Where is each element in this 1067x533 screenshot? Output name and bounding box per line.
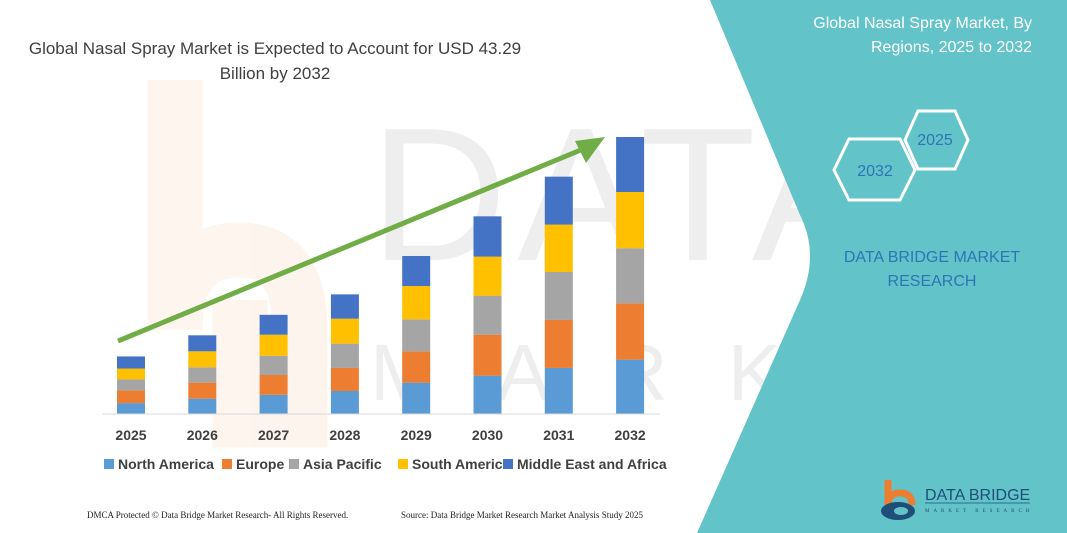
legend-swatch <box>104 459 114 469</box>
bars <box>117 137 645 414</box>
bar-segment-2030-south-america <box>473 256 502 296</box>
bar-segment-2029-south-america <box>402 286 431 320</box>
bar-segment-2031-europe <box>544 319 573 368</box>
legend-swatch <box>289 459 299 469</box>
bar-segment-2026-europe <box>188 382 217 399</box>
bar-segment-2026-north-america <box>188 398 217 414</box>
panel-title-line-2: Regions, 2025 to 2032 <box>871 39 1032 56</box>
bar-segment-2029-middle-east-and-africa <box>402 255 431 287</box>
bar-segment-2029-asia-pacific <box>402 319 431 352</box>
legend: North America Europe Asia Pacific South Ame… <box>104 456 667 472</box>
brand-line-1: DATA BRIDGE MARKET <box>844 249 1021 266</box>
bar-segment-2032-south-america <box>616 192 645 249</box>
bar-segment-2026-middle-east-and-africa <box>188 335 217 352</box>
hexagon-2032 <box>832 137 917 202</box>
trend-arrow <box>117 137 605 344</box>
bar-segment-2028-middle-east-and-africa <box>330 294 359 319</box>
bar-segment-2032-middle-east-and-africa <box>616 137 645 193</box>
legend-swatch <box>398 459 408 469</box>
bar-segment-2027-europe <box>259 374 288 395</box>
bar-segment-2025-middle-east-and-africa <box>117 356 145 369</box>
svg-text:MARKET RESEARCH: MARKET RESEARCH <box>925 509 1033 514</box>
bar-segment-2026-south-america <box>188 351 217 368</box>
hexagon-2025 <box>903 109 970 171</box>
bar-segment-2030-asia-pacific <box>473 295 502 335</box>
legend-label: South America <box>412 456 510 472</box>
hex-end-year: 2032 <box>857 163 893 180</box>
bar-segment-2031-south-america <box>544 224 573 272</box>
bar-segment-2032-europe <box>616 303 645 360</box>
x-tick-label: 2025 <box>115 427 146 443</box>
bar-segment-2027-asia-pacific <box>259 355 288 375</box>
bar-segment-2031-middle-east-and-africa <box>544 176 573 225</box>
bar-segment-2027-north-america <box>259 394 288 414</box>
x-tick-label: 2026 <box>187 427 218 443</box>
bar-segment-2028-asia-pacific <box>330 343 359 368</box>
x-tick-label: 2028 <box>329 427 360 443</box>
legend-swatch <box>222 459 232 469</box>
bar-segment-2025-europe <box>117 390 145 404</box>
bar-segment-2028-south-america <box>330 318 359 344</box>
x-tick-label: 2030 <box>472 427 503 443</box>
svg-text:DATA BRIDGE: DATA BRIDGE <box>925 487 1030 504</box>
bar-segment-2030-north-america <box>473 375 502 414</box>
panel-title-line-1: Global Nasal Spray Market, By <box>813 15 1032 32</box>
footer-source: Source: Data Bridge Market Research Mark… <box>401 510 643 520</box>
bar-segment-2025-asia-pacific <box>117 379 145 391</box>
x-tick-label: 2031 <box>543 427 574 443</box>
x-tick-label: 2032 <box>615 427 646 443</box>
bar-segment-2028-europe <box>330 367 359 391</box>
bar-segment-2031-north-america <box>544 367 573 414</box>
bar-segment-2032-north-america <box>616 359 645 414</box>
x-tick-labels: 2025 2026 2027 2028 2029 2030 2031 2032 <box>115 427 645 443</box>
legend-label: Europe <box>236 456 284 472</box>
side-panel <box>697 0 1067 533</box>
bar-segment-2027-middle-east-and-africa <box>259 314 288 335</box>
bar-segment-2025-north-america <box>117 403 145 414</box>
bar-segment-2025-south-america <box>117 368 145 380</box>
chart-title-line-2: Billion by 2032 <box>220 64 331 83</box>
bar-segment-2029-north-america <box>402 382 431 414</box>
legend-label: North America <box>118 456 214 472</box>
bar-segment-2026-asia-pacific <box>188 367 217 383</box>
hex-start-year: 2025 <box>917 132 953 149</box>
legend-swatch <box>503 459 513 469</box>
legend-label: Middle East and Africa <box>517 456 667 472</box>
bar-segment-2030-europe <box>473 334 502 376</box>
bar-segment-2029-europe <box>402 351 431 383</box>
chart-title-line-1: Global Nasal Spray Market is Expected to… <box>29 39 521 58</box>
bar-segment-2028-north-america <box>330 390 359 414</box>
bar-segment-2027-south-america <box>259 334 288 356</box>
legend-label: Asia Pacific <box>303 456 382 472</box>
footer-copyright: DMCA Protected © Data Bridge Market Rese… <box>87 510 348 520</box>
x-tick-label: 2029 <box>401 427 432 443</box>
bar-segment-2032-asia-pacific <box>616 248 645 304</box>
bar-segment-2031-asia-pacific <box>544 271 573 320</box>
data-bridge-logo: DATA BRIDGE MARKET RESEARCH <box>881 480 1033 520</box>
x-tick-label: 2027 <box>258 427 289 443</box>
brand-line-2: RESEARCH <box>888 273 977 290</box>
bar-segment-2030-middle-east-and-africa <box>473 216 502 257</box>
